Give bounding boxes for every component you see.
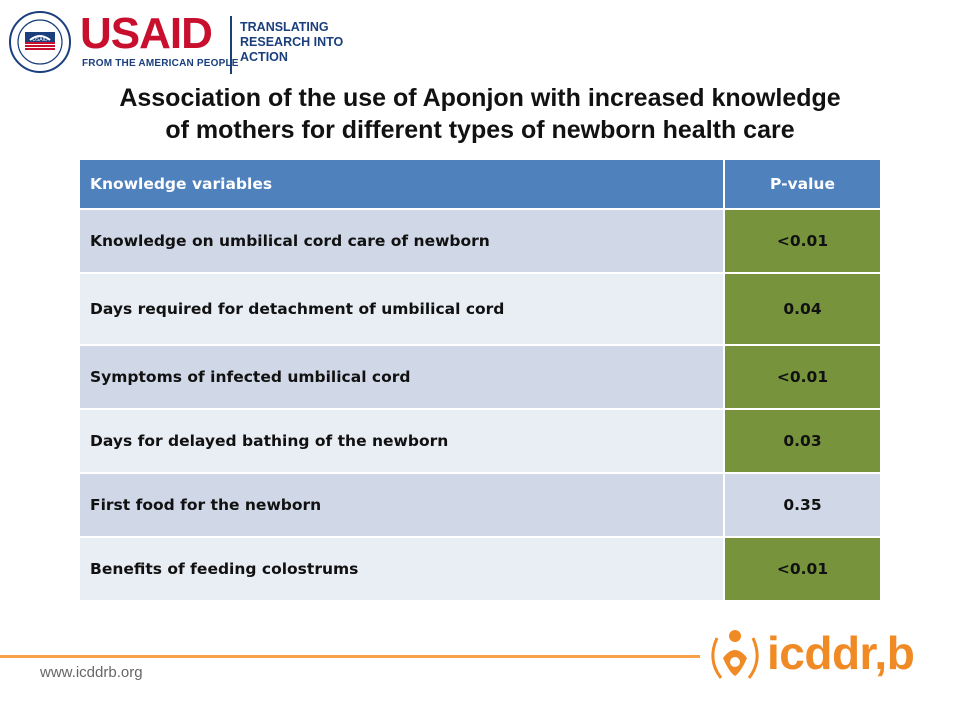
- p-value-cell: 0.03: [723, 410, 880, 474]
- table-row: First food for the newborn 0.35: [80, 474, 880, 538]
- header-p-value: P-value: [723, 160, 880, 210]
- variable-cell: Days for delayed bathing of the newborn: [80, 410, 723, 474]
- header-knowledge-variables: Knowledge variables: [80, 160, 723, 210]
- p-value-cell: <0.01: [723, 346, 880, 410]
- usaid-wordmark: USAID: [80, 9, 213, 58]
- trta-line-2: RESEARCH INTO: [240, 35, 344, 49]
- p-value-cell: 0.35: [723, 474, 880, 538]
- icddrb-emblem-icon: [711, 630, 759, 679]
- p-value-cell: <0.01: [723, 538, 880, 602]
- p-value-cell: 0.04: [723, 274, 880, 346]
- footer-url: www.icddrb.org: [40, 664, 143, 681]
- trta-logo-text: TRANSLATING RESEARCH INTO ACTION: [240, 20, 343, 65]
- icddrb-logo: icddr,b: [705, 622, 930, 694]
- variable-cell: Days required for detachment of umbilica…: [80, 274, 723, 346]
- usaid-logo-text: USAID: [80, 9, 213, 58]
- slide-title: Association of the use of Aponjon with i…: [0, 82, 960, 146]
- usaid-tagline: FROM THE AMERICAN PEOPLE: [82, 58, 239, 69]
- table-row: Knowledge on umbilical cord care of newb…: [80, 210, 880, 274]
- variable-cell: First food for the newborn: [80, 474, 723, 538]
- variable-cell: Symptoms of infected umbilical cord: [80, 346, 723, 410]
- seal-usaid-mark: USAID: [32, 37, 48, 43]
- variable-cell: Benefits of feeding colostrums: [80, 538, 723, 602]
- trta-line-3: ACTION: [240, 50, 288, 64]
- usaid-header-logo: USAID USAID FROM THE AMERICAN PEOPLE TRA…: [8, 8, 348, 78]
- variable-cell: Knowledge on umbilical cord care of newb…: [80, 210, 723, 274]
- p-value-cell: <0.01: [723, 210, 880, 274]
- footer-divider: [0, 655, 700, 658]
- table-row: Symptoms of infected umbilical cord <0.0…: [80, 346, 880, 410]
- table-row: Days required for detachment of umbilica…: [80, 274, 880, 346]
- knowledge-pvalue-table: Knowledge variables P-value Knowledge on…: [80, 160, 880, 602]
- trta-line-1: TRANSLATING: [240, 20, 329, 34]
- icddrb-logo-text: icddr,b: [767, 627, 915, 679]
- header-divider: [230, 16, 232, 74]
- slide-title-line-2: of mothers for different types of newbor…: [165, 116, 795, 144]
- slide-title-line-1: Association of the use of Aponjon with i…: [119, 84, 841, 112]
- table-row: Days for delayed bathing of the newborn …: [80, 410, 880, 474]
- table-row: Benefits of feeding colostrums <0.01: [80, 538, 880, 602]
- usaid-seal-icon: USAID: [9, 11, 71, 73]
- table-header-row: Knowledge variables P-value: [80, 160, 880, 210]
